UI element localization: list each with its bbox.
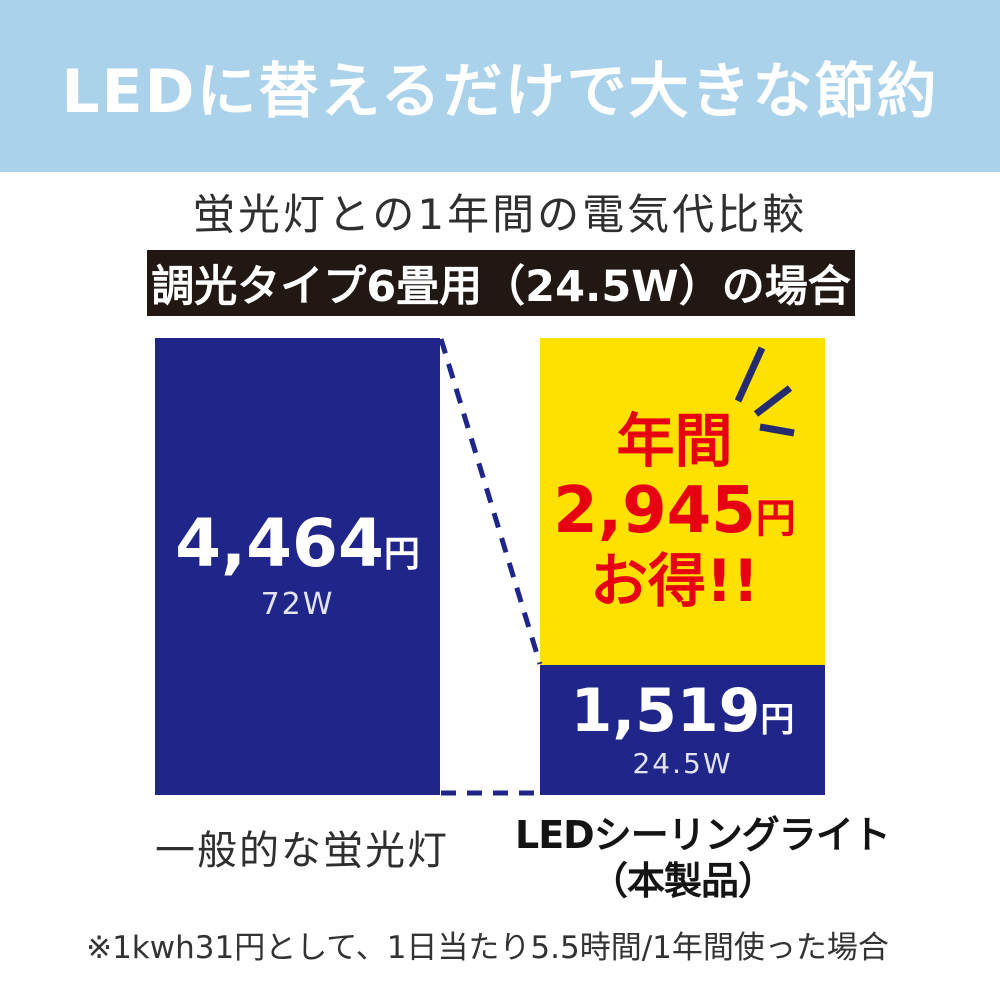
led-price: 1,519 [570,675,761,746]
page-title: LEDに替えるだけで大きな節約 [61,56,939,127]
fluorescent-wattage: 72W [260,587,335,622]
savings-line-otoku: お得!! [590,547,759,616]
savings-callout: 年間 2,945円 お得!! [540,338,825,665]
savings-amount: 2,945 [553,473,756,548]
chart-subtitle: 蛍光灯との1年間の電気代比較 [192,190,808,239]
fluorescent-price: 4,464 [175,505,384,582]
savings-amount-row: 2,945円 [553,473,796,549]
fluorescent-bar: 4,464円 72W [155,338,440,795]
dashed-connector-top [438,338,543,665]
savings-unit: 円 [755,495,796,542]
fluorescent-price-unit: 円 [383,534,420,575]
led-price-unit: 円 [760,699,795,740]
header-banner: LEDに替えるだけで大きな節約 [0,0,1000,172]
led-label-line1: LEDシーリングライト [515,813,891,857]
led-label-line2: （本製品） [589,858,776,903]
fluorescent-label: 一般的な蛍光灯 [155,828,449,874]
savings-line-annual: 年間 [616,407,733,476]
led-wattage: 24.5W [632,746,733,780]
led-price-row: 1,519円 [571,681,795,741]
footnote: ※1kwh31円として、1日当たり5.5時間/1年間使った場合 [86,930,889,966]
led-bar: 1,519円 24.5W [540,665,825,795]
savings-text-block: 年間 2,945円 お得!! [553,408,795,615]
condition-banner: 調光タイプ6畳用（24.5W）の場合 [147,250,855,316]
led-label: LEDシーリングライト （本製品） [515,813,891,904]
condition-banner-text: 調光タイプ6畳用（24.5W）の場合 [151,262,851,312]
fluorescent-price-row: 4,464円 [175,511,420,577]
led-column: 年間 2,945円 お得!! 1,519円 24.5W [540,338,825,795]
